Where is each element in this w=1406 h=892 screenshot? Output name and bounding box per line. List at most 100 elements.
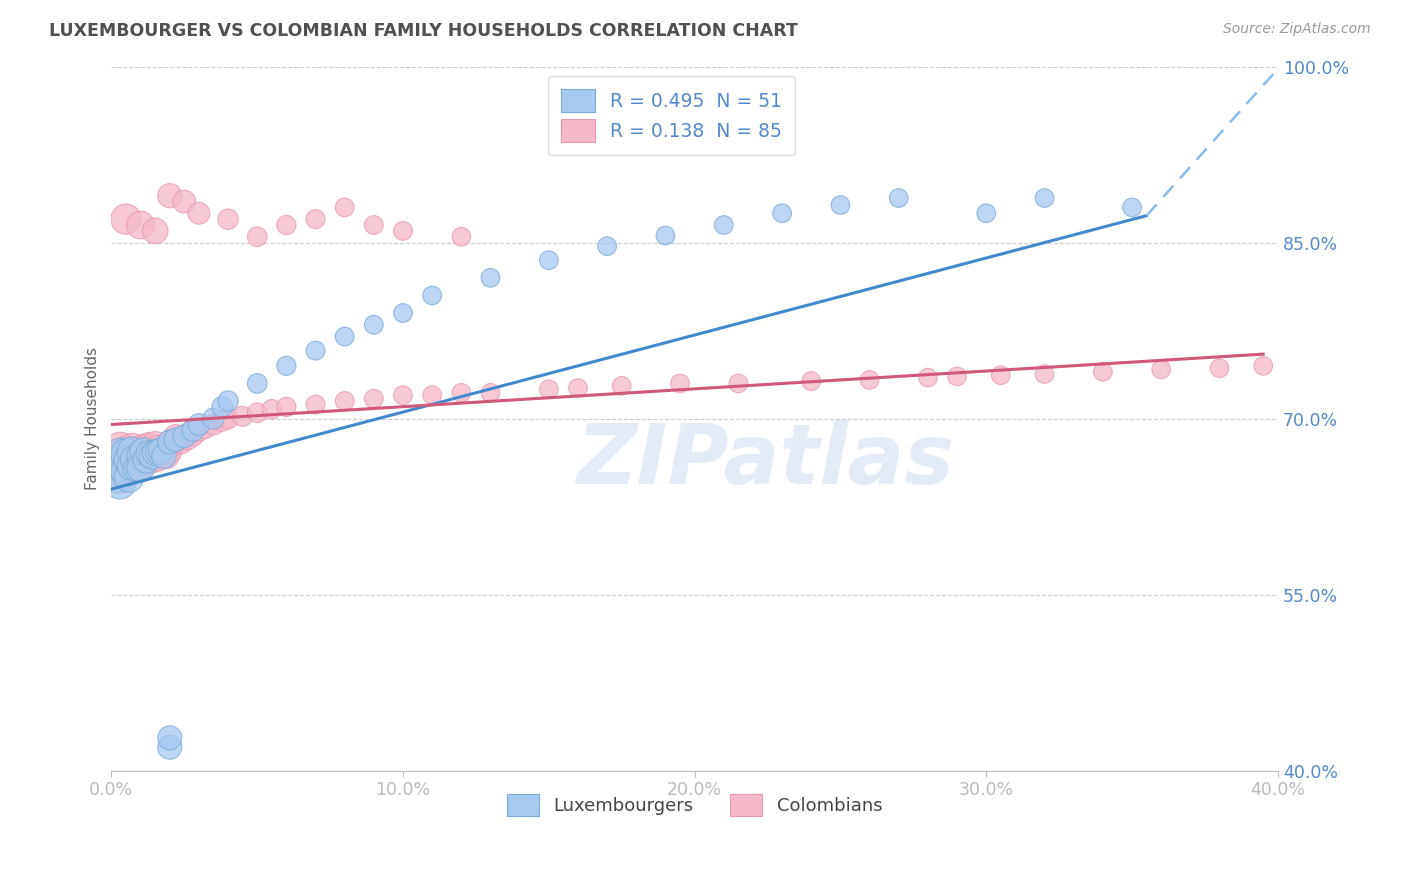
Point	[153, 443, 176, 458]
Point	[202, 417, 225, 432]
Point	[132, 444, 155, 458]
Point	[121, 456, 143, 470]
Point	[138, 449, 160, 463]
Point	[159, 444, 181, 458]
Point	[143, 224, 166, 238]
Point	[304, 212, 326, 227]
Point	[121, 444, 143, 458]
Point	[1150, 362, 1173, 376]
Point	[159, 435, 181, 450]
Point	[146, 441, 169, 455]
Point	[124, 447, 146, 461]
Point	[187, 423, 209, 437]
Point	[159, 740, 181, 755]
Point	[159, 731, 181, 745]
Point	[173, 429, 195, 443]
Point	[990, 368, 1012, 383]
Y-axis label: Family Households: Family Households	[86, 347, 100, 490]
Point	[129, 461, 152, 475]
Point	[363, 318, 385, 332]
Point	[127, 452, 149, 467]
Point	[153, 449, 176, 463]
Point	[165, 433, 187, 447]
Point	[187, 206, 209, 220]
Point	[129, 458, 152, 473]
Point	[115, 458, 138, 473]
Point	[217, 212, 239, 227]
Point	[162, 437, 184, 451]
Point	[363, 392, 385, 406]
Point	[260, 402, 283, 417]
Point	[146, 444, 169, 458]
Point	[181, 428, 204, 442]
Point	[420, 288, 443, 302]
Point	[143, 437, 166, 451]
Point	[135, 444, 157, 458]
Point	[146, 451, 169, 466]
Point	[118, 452, 141, 467]
Point	[567, 381, 589, 395]
Point	[173, 429, 195, 443]
Point	[333, 394, 356, 409]
Point	[654, 228, 676, 243]
Point	[124, 452, 146, 467]
Point	[105, 458, 128, 473]
Point	[165, 429, 187, 443]
Point	[858, 373, 880, 387]
Point	[800, 374, 823, 388]
Point	[121, 441, 143, 455]
Point	[333, 329, 356, 343]
Point	[118, 465, 141, 479]
Point	[129, 444, 152, 458]
Point	[127, 461, 149, 475]
Point	[727, 376, 749, 391]
Point	[917, 370, 939, 384]
Point	[1121, 201, 1143, 215]
Point	[596, 239, 619, 253]
Point	[143, 445, 166, 459]
Text: ZIPatlas: ZIPatlas	[575, 420, 953, 501]
Point	[276, 359, 298, 373]
Point	[118, 470, 141, 484]
Point	[112, 452, 135, 467]
Point	[156, 449, 179, 463]
Point	[479, 385, 502, 400]
Point	[392, 224, 415, 238]
Point	[830, 198, 852, 212]
Point	[141, 452, 163, 467]
Point	[129, 218, 152, 232]
Point	[115, 465, 138, 479]
Point	[420, 388, 443, 402]
Point	[108, 447, 131, 461]
Text: Source: ZipAtlas.com: Source: ZipAtlas.com	[1223, 22, 1371, 37]
Text: LUXEMBOURGER VS COLOMBIAN FAMILY HOUSEHOLDS CORRELATION CHART: LUXEMBOURGER VS COLOMBIAN FAMILY HOUSEHO…	[49, 22, 799, 40]
Point	[232, 409, 254, 424]
Point	[187, 417, 209, 432]
Point	[118, 449, 141, 463]
Point	[211, 414, 233, 428]
Point	[211, 400, 233, 414]
Point	[108, 441, 131, 455]
Legend: Luxembourgers, Colombians: Luxembourgers, Colombians	[498, 785, 891, 825]
Point	[450, 385, 472, 400]
Point	[121, 458, 143, 473]
Point	[129, 449, 152, 463]
Point	[181, 423, 204, 437]
Point	[202, 411, 225, 425]
Point	[135, 454, 157, 468]
Point	[159, 188, 181, 202]
Point	[149, 447, 172, 461]
Point	[115, 444, 138, 458]
Point	[115, 447, 138, 461]
Point	[105, 470, 128, 484]
Point	[103, 458, 125, 473]
Point	[304, 398, 326, 412]
Point	[276, 400, 298, 414]
Point	[115, 212, 138, 227]
Point	[170, 435, 193, 450]
Point	[103, 449, 125, 463]
Point	[887, 191, 910, 205]
Point	[276, 218, 298, 232]
Point	[149, 443, 172, 458]
Point	[392, 306, 415, 320]
